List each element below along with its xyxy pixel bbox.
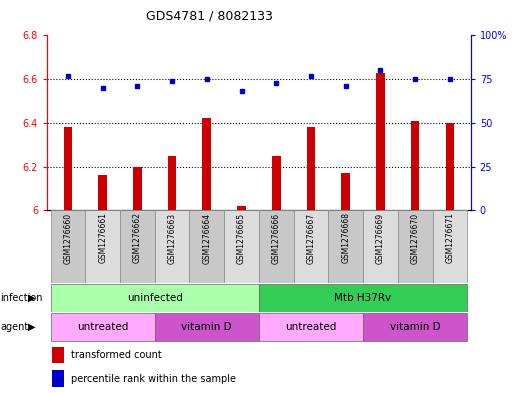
Bar: [202, 118, 211, 210]
Bar: [237, 206, 246, 210]
Bar: [52, 347, 64, 363]
Text: untreated: untreated: [285, 322, 337, 332]
Bar: [363, 313, 467, 341]
Text: GSM1276669: GSM1276669: [376, 213, 385, 264]
Text: GDS4781 / 8082133: GDS4781 / 8082133: [146, 10, 272, 23]
Text: GSM1276666: GSM1276666: [272, 213, 281, 264]
Bar: [189, 210, 224, 283]
Bar: [328, 210, 363, 283]
Bar: [342, 173, 350, 210]
Bar: [259, 210, 293, 283]
Bar: [398, 210, 433, 283]
Text: GSM1276660: GSM1276660: [63, 213, 72, 264]
Text: GSM1276661: GSM1276661: [98, 213, 107, 263]
Text: transformed count: transformed count: [71, 350, 162, 360]
Text: GSM1276665: GSM1276665: [237, 213, 246, 264]
Bar: [155, 210, 189, 283]
Bar: [433, 210, 467, 283]
Text: GSM1276670: GSM1276670: [411, 213, 419, 264]
Text: GSM1276667: GSM1276667: [306, 213, 315, 264]
Bar: [52, 370, 64, 387]
Text: infection: infection: [1, 293, 43, 303]
Bar: [306, 127, 315, 210]
Bar: [224, 210, 259, 283]
Text: GSM1276671: GSM1276671: [446, 213, 454, 263]
Bar: [64, 127, 72, 210]
Text: agent: agent: [1, 322, 29, 332]
Bar: [155, 313, 259, 341]
Bar: [168, 156, 176, 210]
Bar: [293, 210, 328, 283]
Bar: [259, 313, 363, 341]
Bar: [85, 210, 120, 283]
Text: percentile rank within the sample: percentile rank within the sample: [71, 374, 235, 384]
Text: GSM1276662: GSM1276662: [133, 213, 142, 263]
Text: GSM1276664: GSM1276664: [202, 213, 211, 264]
Bar: [376, 73, 385, 210]
Bar: [363, 210, 398, 283]
Bar: [120, 210, 155, 283]
Bar: [133, 167, 142, 210]
Bar: [51, 284, 259, 312]
Bar: [51, 313, 155, 341]
Bar: [51, 210, 85, 283]
Text: vitamin D: vitamin D: [390, 322, 440, 332]
Bar: [98, 175, 107, 210]
Bar: [446, 123, 454, 210]
Text: GSM1276668: GSM1276668: [341, 213, 350, 263]
Text: ▶: ▶: [28, 293, 36, 303]
Text: GSM1276663: GSM1276663: [167, 213, 177, 264]
Text: uninfected: uninfected: [127, 293, 183, 303]
Bar: [411, 121, 419, 210]
Text: ▶: ▶: [28, 322, 36, 332]
Bar: [272, 156, 280, 210]
Text: untreated: untreated: [77, 322, 128, 332]
Text: Mtb H37Rv: Mtb H37Rv: [335, 293, 392, 303]
Bar: [259, 284, 467, 312]
Text: vitamin D: vitamin D: [181, 322, 232, 332]
